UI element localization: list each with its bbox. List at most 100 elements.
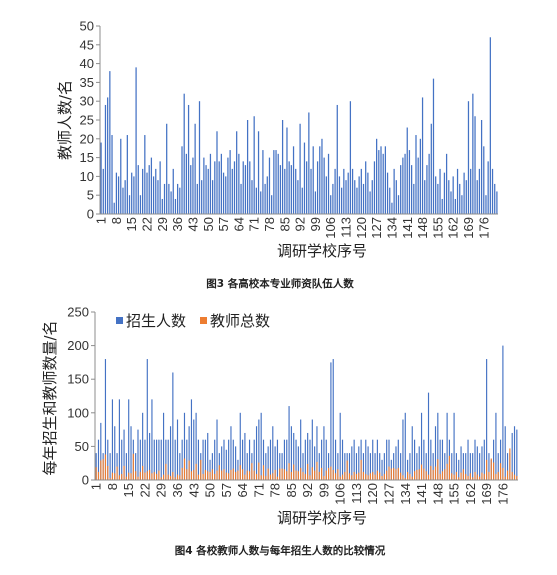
bar-a <box>183 93 185 214</box>
bar-a <box>162 412 165 480</box>
bar-a <box>174 198 177 214</box>
bar-b <box>381 475 383 480</box>
bar-b <box>453 474 455 480</box>
bar-b <box>132 453 134 480</box>
bar-a <box>262 439 265 480</box>
bar-a <box>209 459 211 480</box>
y-tick-label: 200 <box>67 338 89 353</box>
bar-a <box>472 453 474 480</box>
bar-b <box>418 469 420 480</box>
bar-a <box>437 412 439 480</box>
bar-b <box>107 465 109 480</box>
bar-a <box>379 453 381 480</box>
bar-b <box>409 473 411 480</box>
bar-b <box>290 471 292 480</box>
bar-a <box>365 161 367 214</box>
bar-b <box>437 459 439 480</box>
bar-b <box>239 465 241 480</box>
bar-a <box>328 453 330 480</box>
bar-a <box>378 150 380 214</box>
bar-a <box>255 426 258 480</box>
x-tick-label: 169 <box>479 483 494 505</box>
bar-a <box>163 183 166 214</box>
bar-a <box>244 165 247 214</box>
bar-a <box>341 439 344 480</box>
bar-b <box>316 461 318 480</box>
bar-a <box>122 187 124 214</box>
bar-a <box>463 172 465 214</box>
bar-a <box>388 439 390 480</box>
bar-a <box>201 180 203 214</box>
bar-a <box>181 146 183 214</box>
bar-a <box>258 419 260 480</box>
bar-a <box>264 183 266 214</box>
bar-a <box>232 439 234 480</box>
bar-b <box>272 473 274 480</box>
bar-a <box>496 191 498 214</box>
y-tick-label: 15 <box>80 150 94 165</box>
bar-b <box>516 475 518 480</box>
bar-b <box>169 475 172 480</box>
y-tick-label: 0 <box>87 207 94 222</box>
bar-a <box>516 429 518 480</box>
bar-a <box>391 202 393 214</box>
bar-a <box>279 453 281 480</box>
bar-b <box>128 472 130 480</box>
bar-a <box>349 101 352 214</box>
bar-b <box>386 470 388 480</box>
bar-a <box>299 123 301 214</box>
bar-a <box>148 165 150 214</box>
bar-b <box>158 470 160 480</box>
bar-b <box>462 469 464 480</box>
x-tick-label: 29 <box>154 483 169 497</box>
bar-a <box>339 412 341 480</box>
bar-b <box>211 469 213 480</box>
bar-a <box>216 131 218 214</box>
bar-a <box>235 446 237 480</box>
bar-a <box>374 453 376 480</box>
bar-a <box>121 439 123 480</box>
bar-a <box>249 161 251 214</box>
x-tick-label: 92 <box>293 217 308 231</box>
bar-a <box>155 168 157 214</box>
x-tick-label: 120 <box>365 483 380 505</box>
bar-a <box>161 198 163 214</box>
bar-b <box>251 463 253 480</box>
bar-b <box>493 462 495 480</box>
bar-a <box>242 161 244 214</box>
bar-a <box>318 453 320 480</box>
bar-a <box>225 176 227 214</box>
x-tick-label: 141 <box>400 217 415 239</box>
bars-teacher-total <box>95 448 518 480</box>
y-tick-label: 30 <box>80 94 94 109</box>
x-tick-label: 155 <box>430 217 445 239</box>
bar-a <box>452 176 454 214</box>
bar-b <box>139 471 141 480</box>
bar-a <box>297 446 299 480</box>
x-tick-label: 106 <box>323 217 338 239</box>
bar-a <box>265 453 267 480</box>
bar-a <box>197 439 199 480</box>
bar-a <box>311 419 313 480</box>
bar-a <box>467 101 470 214</box>
x-tick-label: 148 <box>430 483 445 505</box>
bar-a <box>166 123 168 214</box>
bar-a <box>450 191 452 214</box>
y-tick-label: 50 <box>80 19 94 34</box>
bar-b <box>244 474 246 480</box>
bar-a <box>255 187 257 214</box>
bar-a <box>417 157 419 214</box>
y-axis-label: 每年招生和教师数量/名 <box>41 320 59 475</box>
bar-b <box>202 473 204 480</box>
bar-a <box>439 439 441 480</box>
bar-b <box>441 471 444 480</box>
bar-b <box>223 469 225 480</box>
bar-a <box>446 412 448 480</box>
bar-a <box>205 165 207 214</box>
x-tick-label: 50 <box>203 483 218 497</box>
bar-a <box>126 135 128 214</box>
bar-b <box>269 474 272 480</box>
bar-b <box>151 473 153 480</box>
bar-a <box>272 426 274 480</box>
bar-a <box>100 422 102 480</box>
